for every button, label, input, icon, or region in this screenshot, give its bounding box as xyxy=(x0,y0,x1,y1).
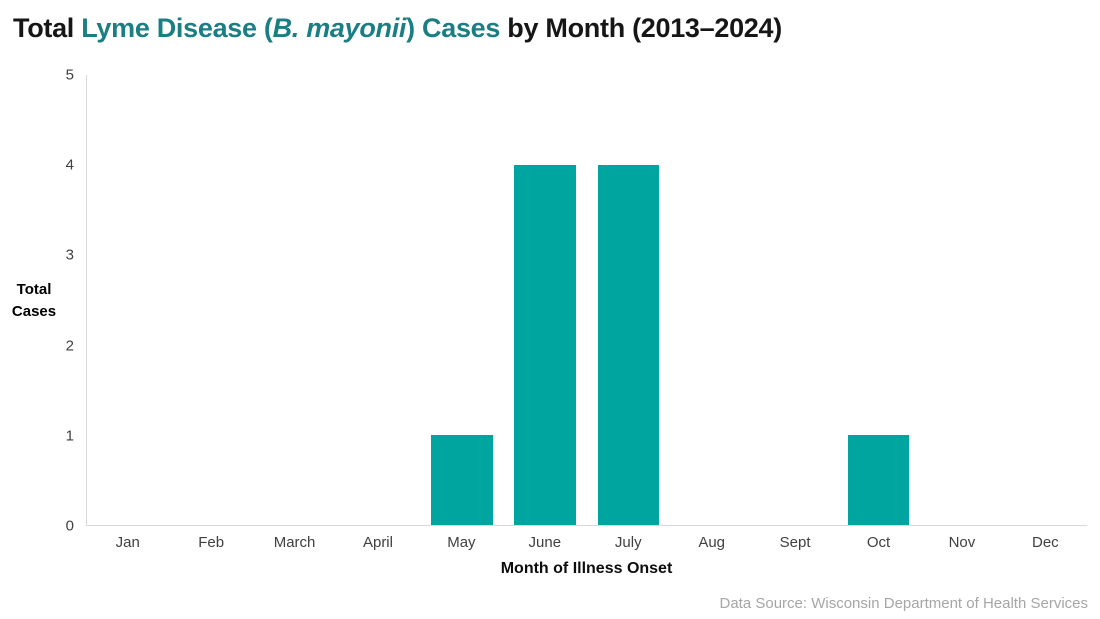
bar-july xyxy=(597,165,660,525)
plot-area xyxy=(86,75,1087,526)
x-tick-label-march: March xyxy=(273,534,316,551)
y-axis-title: Total Cases xyxy=(4,75,64,526)
x-tick-label-dec: Dec xyxy=(1032,534,1059,551)
bar-oct xyxy=(847,435,910,525)
bar-slot-july xyxy=(587,75,670,525)
bar-may xyxy=(431,435,493,525)
bar-slot-may xyxy=(420,75,503,525)
y-tick-label-0: 0 xyxy=(65,517,74,535)
bar-slot-april xyxy=(337,75,420,525)
bar-slot-dec xyxy=(1004,75,1087,525)
bar-slot-march xyxy=(254,75,337,525)
x-tick-label-jan: Jan xyxy=(115,534,140,551)
y-tick-label-2: 2 xyxy=(65,337,74,355)
x-tick-label-july: July xyxy=(614,534,642,551)
chart-title-species: B. mayonii xyxy=(272,13,407,43)
x-tick-label-nov: Nov xyxy=(948,534,976,551)
x-tick-label-aug: Aug xyxy=(698,534,726,551)
bar-june xyxy=(514,165,577,525)
y-axis-title-line: Total xyxy=(16,280,52,298)
chart-title-prefix: Total xyxy=(13,13,82,43)
data-source-note: Data Source: Wisconsin Department of Hea… xyxy=(719,595,1089,612)
x-labels: Jan Feb March April May June July Aug Sept Oct Nov… xyxy=(86,534,1087,551)
y-tick-label-3: 3 xyxy=(65,246,74,264)
y-tick-label-5: 5 xyxy=(65,66,74,84)
bars-row xyxy=(87,75,1087,525)
bar-slot-feb xyxy=(170,75,253,525)
x-tick-label-oct: Oct xyxy=(866,534,891,551)
chart-title: Total Lyme Disease (B. mayonii) Cases by… xyxy=(13,13,782,44)
chart-title-cases: ) Cases xyxy=(406,13,501,43)
bar-slot-aug xyxy=(670,75,753,525)
x-tick-label-june: June xyxy=(528,534,562,551)
chart-title-disease: Lyme Disease ( xyxy=(81,13,273,43)
bar-slot-nov xyxy=(920,75,1003,525)
y-ticks: 0 1 2 3 4 5 xyxy=(0,68,74,534)
x-tick-label-may: May xyxy=(447,534,476,551)
x-tick-label-april: April xyxy=(362,534,393,551)
y-tick-label-1: 1 xyxy=(65,427,74,445)
y-axis-title-line: Cases xyxy=(11,302,57,320)
chart-title-suffix: by Month (2013–2024) xyxy=(500,13,782,43)
x-tick-label-feb: Feb xyxy=(198,534,225,551)
x-axis-title: Month of Illness Onset xyxy=(500,560,673,577)
x-tick-label-sept: Sept xyxy=(779,534,811,551)
bar-slot-sept xyxy=(754,75,837,525)
bar-slot-june xyxy=(504,75,587,525)
bar-slot-oct xyxy=(837,75,920,525)
y-tick-label-4: 4 xyxy=(65,156,74,174)
bar-slot-jan xyxy=(87,75,170,525)
